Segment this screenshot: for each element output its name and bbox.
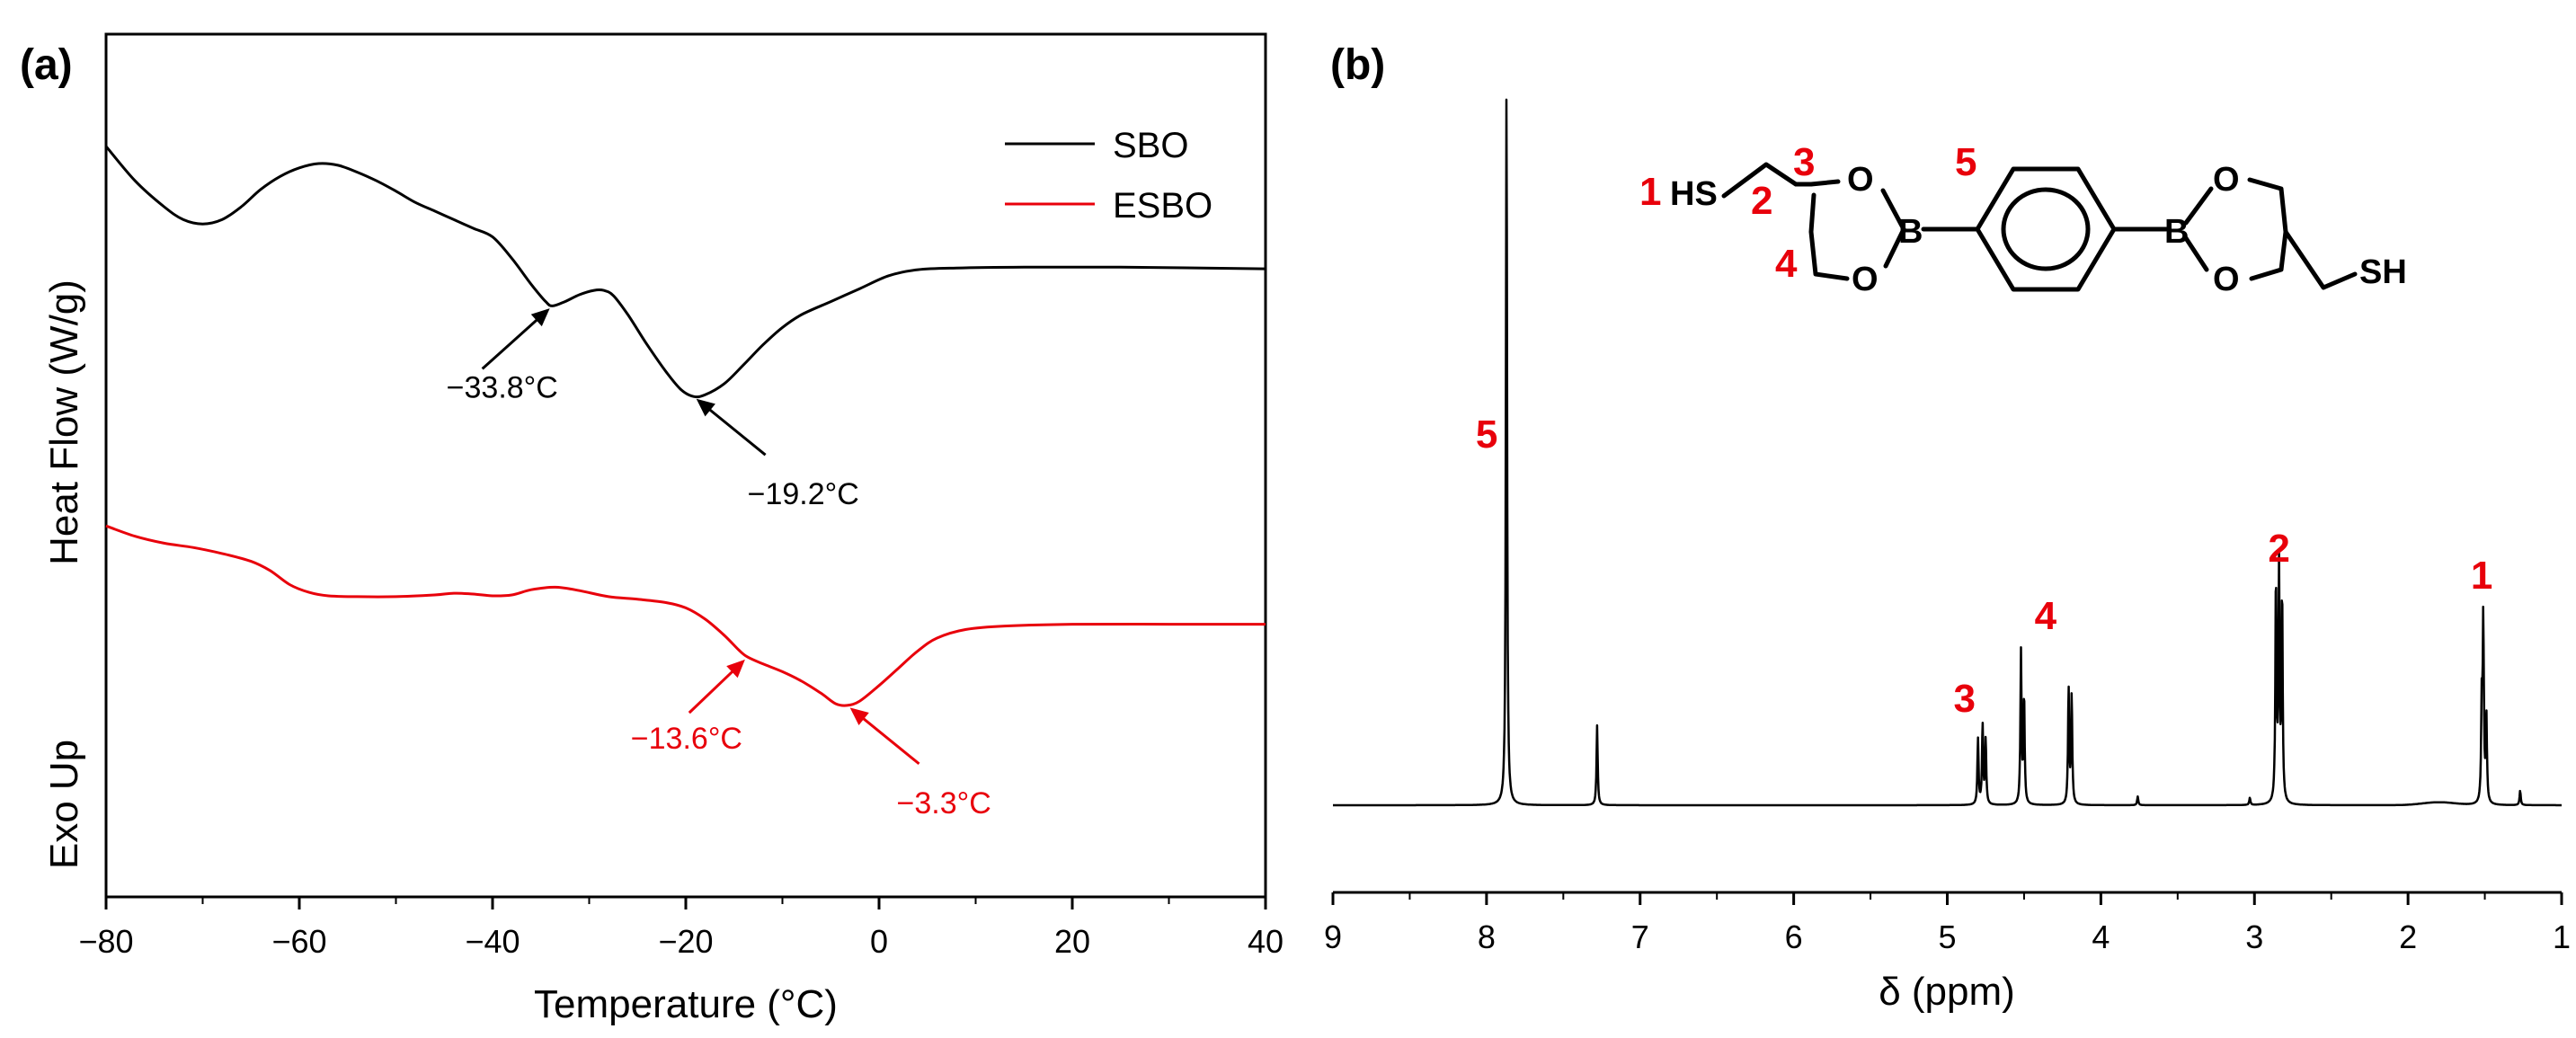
panel-b-peak-labels: 5 3 4 2 1: [1476, 413, 2493, 721]
panel-a-x-tick-label: −40: [465, 923, 520, 960]
panel-a-annotations: −33.8°C −19.2°C −13.6°C −3.3°C: [447, 308, 991, 821]
panel-a-x-tick-label: −60: [271, 923, 326, 960]
legend-esbo-label: ESBO: [1113, 186, 1212, 226]
position-label-3: 3: [1793, 140, 1815, 184]
atom-o-right-bottom: O: [2213, 261, 2240, 298]
atom-b-left: B: [1898, 213, 1923, 251]
panel-a-x-tick-label: 40: [1248, 923, 1284, 960]
peak-label-3: 3: [1954, 677, 1976, 721]
panel-a: (a) −80 −60 −40 −20 0 20 40 −33.8°C −19.2°C −13.…: [20, 32, 1284, 1026]
panel-a-x-tick-label: 20: [1054, 923, 1090, 960]
panel-a-legend: SBO ESBO: [1005, 126, 1212, 226]
peak-label-4: 4: [2035, 594, 2057, 638]
legend-sbo-label: SBO: [1113, 126, 1188, 165]
annotation-arrow-head: [849, 707, 869, 725]
left-ring-bond-o-b: [1880, 188, 1906, 232]
atom-sh-right: SH: [2359, 253, 2407, 291]
panel-b-x-axis-title: δ (ppm): [1879, 970, 2015, 1014]
atom-b-right: B: [2164, 213, 2189, 251]
panel-a-x-axis: −80 −60 −40 −20 0 20 40: [78, 897, 1284, 960]
position-label-2: 2: [1751, 179, 1772, 223]
right-ring-bond-carbons: [2247, 177, 2288, 281]
atom-hs-left: HS: [1670, 175, 1718, 213]
panel-b-x-tick-label: 1: [2553, 918, 2571, 955]
exo-up-label: Exo Up: [42, 740, 86, 869]
annotation-arrow-shaft: [701, 402, 767, 457]
panel-b-x-tick-label: 7: [1631, 918, 1649, 955]
benzene-aromatic-circle: [2001, 187, 2091, 271]
peak-label-2: 2: [2268, 527, 2289, 571]
sbo-curve: [104, 145, 1266, 399]
annotation-arrow-shaft: [481, 312, 546, 370]
panel-a-x-axis-title: Temperature (°C): [534, 982, 838, 1026]
right-thiol-chain-bond: [2283, 229, 2358, 290]
panel-a-x-tick-label: −80: [78, 923, 133, 960]
right-ring-bond-b-o2: [2183, 235, 2209, 272]
panel-a-x-tick-label: −20: [658, 923, 713, 960]
benzene-ring: [1975, 166, 2117, 292]
structure-atom-labels: HS O B O B O O SH: [1670, 161, 2407, 298]
annotation-arrow-head: [530, 308, 550, 327]
annotation-arrow-head: [696, 398, 715, 417]
annotation-label: −33.8°C: [447, 370, 558, 404]
annotation-arrow-head: [726, 659, 745, 679]
panel-b-x-tick-label: 2: [2399, 918, 2417, 955]
left-ring-bond-c3-o: [1808, 179, 1841, 187]
left-thiol-chain-bond: [1721, 162, 1814, 199]
left-ring-bond-c4: [1808, 192, 1850, 281]
left-ring-bond-b-o: [1883, 226, 1906, 269]
peak-label-1: 1: [2471, 554, 2492, 598]
panel-b-x-tick-label: 4: [2092, 918, 2110, 955]
panel-b-x-tick-label: 3: [2245, 918, 2263, 955]
panel-a-label: (a): [20, 41, 73, 89]
panel-a-x-tick-label: 0: [870, 923, 888, 960]
panel-b-label: (b): [1330, 41, 1385, 89]
peak-label-5: 5: [1476, 413, 1497, 457]
panel-b-x-axis: 9 8 7 6 5 4 3 2 1: [1324, 892, 2571, 955]
annotation-label: −13.6°C: [631, 722, 742, 756]
atom-o-left-top: O: [1847, 161, 1874, 199]
right-ring-bond-b-o: [2183, 186, 2214, 226]
structure-position-labels: 1 2 3 4 5: [1639, 140, 1976, 286]
panel-b-x-tick-label: 9: [1324, 918, 1342, 955]
esbo-curve: [105, 524, 1266, 707]
atom-o-right-top: O: [2213, 161, 2240, 199]
position-label-4: 4: [1775, 242, 1798, 286]
annotation-label: −19.2°C: [748, 477, 859, 511]
panel-a-plot-frame: [104, 32, 1267, 899]
panel-a-y-axis-title: Heat Flow (W/g): [42, 279, 86, 565]
atom-o-left-bottom: O: [1852, 261, 1879, 298]
nmr-spectrum: [1332, 98, 2563, 807]
panel-b-x-tick-label: 6: [1785, 918, 1803, 955]
panel-b-x-tick-label: 5: [1938, 918, 1956, 955]
position-label-1: 1: [1639, 170, 1661, 214]
position-label-5: 5: [1955, 140, 1976, 184]
molecular-structure: [1721, 162, 2358, 292]
annotation-arrow-shaft: [855, 711, 920, 766]
panel-b-x-tick-label: 8: [1478, 918, 1496, 955]
annotation-label: −3.3°C: [897, 786, 991, 821]
